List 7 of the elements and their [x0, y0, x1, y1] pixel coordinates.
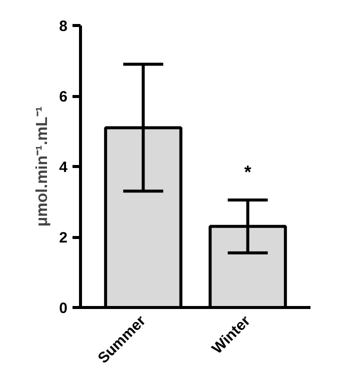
y-tick-label: 2: [59, 230, 68, 246]
y-tick-label: 8: [59, 18, 68, 35]
y-tick-label: 4: [59, 159, 68, 176]
y-axis-title: μmol.min⁻¹.mL⁻¹: [34, 106, 52, 227]
annotation: *: [244, 162, 252, 182]
y-tick-label: 0: [59, 300, 68, 317]
y-tick-label: 6: [59, 88, 68, 106]
